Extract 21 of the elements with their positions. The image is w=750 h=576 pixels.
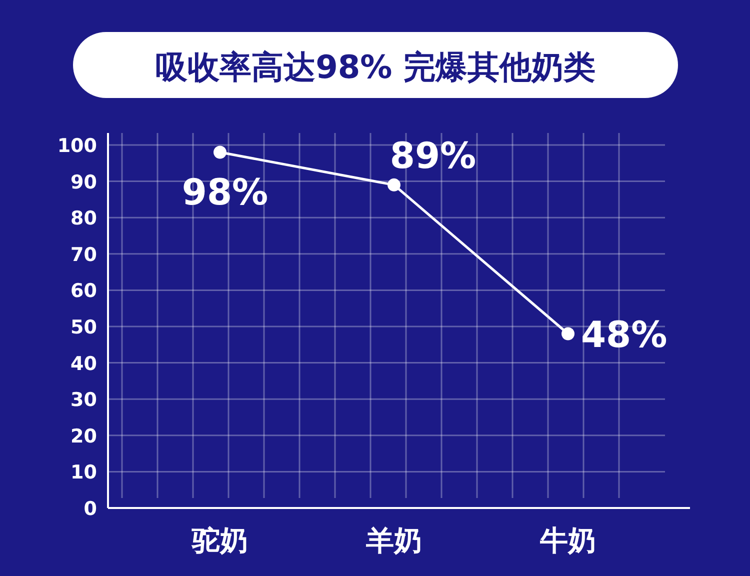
chart-title: 吸收率高达98% 完爆其他奶类: [156, 48, 596, 86]
x-tick-label: 牛奶: [539, 524, 596, 557]
y-tick-label: 70: [70, 244, 97, 266]
x-tick-label: 羊奶: [365, 524, 422, 557]
data-label: 98%: [182, 172, 268, 214]
y-tick-label: 100: [57, 135, 97, 157]
y-tick-label: 20: [70, 425, 97, 448]
y-tick-label: 60: [70, 280, 97, 302]
data-label: 89%: [390, 136, 476, 177]
y-tick-label: 40: [70, 352, 97, 375]
data-label: 48%: [581, 314, 668, 356]
y-tick-label: 80: [70, 208, 97, 230]
y-tick-label: 50: [70, 316, 97, 338]
point: [562, 327, 574, 340]
point: [388, 178, 400, 192]
point: [214, 146, 226, 159]
y-tick-label: 0: [84, 498, 97, 520]
y-tick-label: 90: [70, 171, 97, 194]
y-tick-label: 30: [70, 389, 97, 412]
x-tick-label: 驼奶: [191, 524, 248, 557]
y-tick-label: 10: [70, 462, 97, 484]
